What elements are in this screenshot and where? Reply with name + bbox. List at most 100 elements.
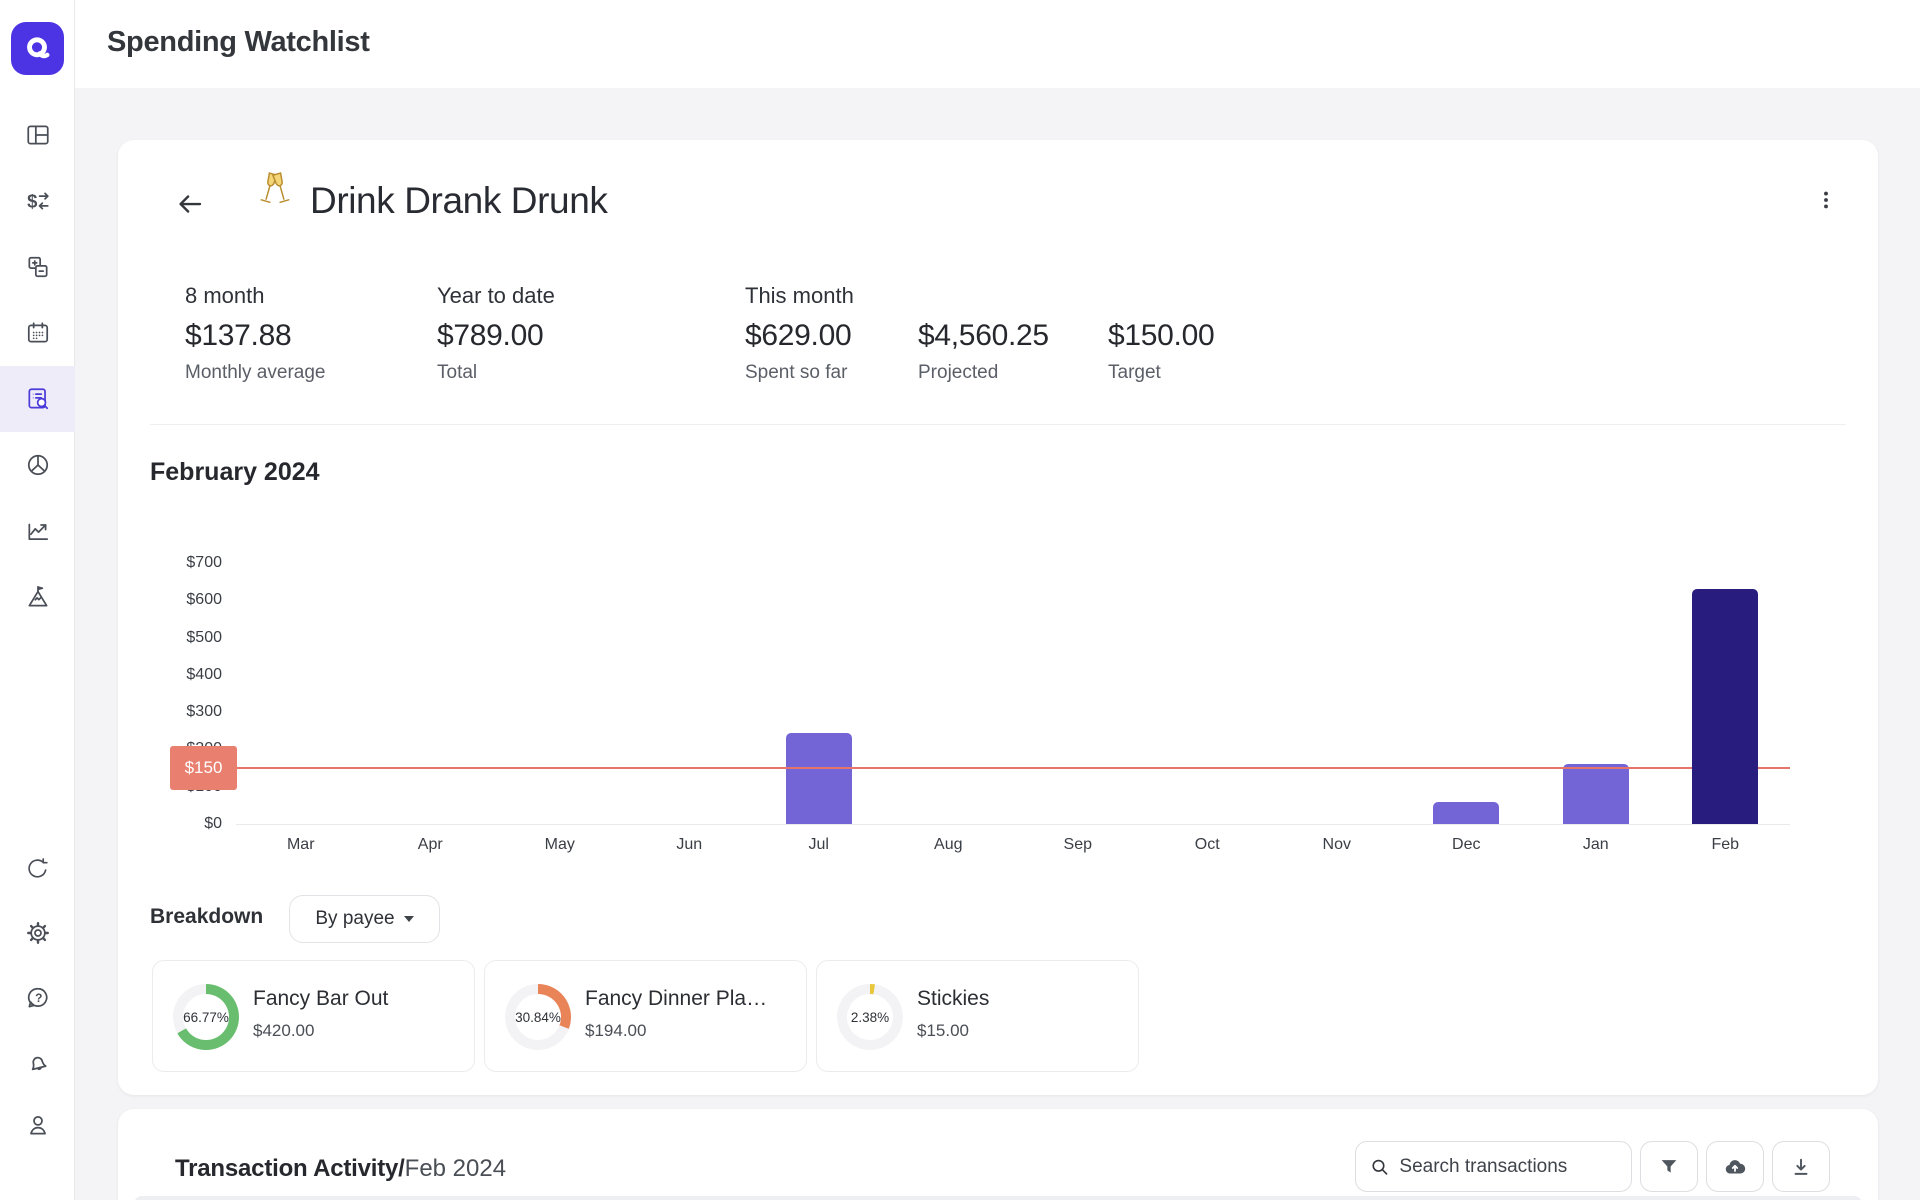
stat-label: Year to date xyxy=(437,283,555,313)
sidebar-item-watchlists[interactable] xyxy=(0,366,75,432)
stat-monthly-average: 8 month $137.88 Monthly average xyxy=(185,283,325,384)
page-title: Spending Watchlist xyxy=(107,26,370,59)
sidebar-item-trends[interactable] xyxy=(0,498,75,564)
sidebar-item-settings[interactable] xyxy=(0,900,75,966)
sidebar-item-dashboard[interactable] xyxy=(0,102,75,168)
bar-slot xyxy=(366,550,496,824)
stat-label xyxy=(1108,283,1214,313)
spending-chart: $150 MarAprMayJunJulAugSepOctNovDecJanFe… xyxy=(150,550,1846,870)
breakdown-selector[interactable]: By payee xyxy=(289,895,440,943)
simplifi-q-icon xyxy=(21,32,55,66)
bar-slot xyxy=(884,550,1014,824)
sidebar-item-calendar[interactable] xyxy=(0,300,75,366)
y-axis-tick: $500 xyxy=(150,629,222,647)
breakdown-card-stickies[interactable]: 2.38% Stickies $15.00 xyxy=(816,960,1139,1072)
transaction-activity-card: Transaction Activity/Feb 2024 xyxy=(118,1109,1878,1200)
stat-sub: Monthly average xyxy=(185,362,325,384)
divider xyxy=(150,424,1846,425)
app-logo[interactable] xyxy=(11,22,64,75)
bar-feb[interactable] xyxy=(1692,589,1758,824)
target-line xyxy=(236,767,1790,769)
sidebar-item-profile[interactable] xyxy=(0,1092,75,1158)
pie-chart-icon xyxy=(25,452,51,478)
month-label: Oct xyxy=(1143,836,1273,854)
chart-period-heading: February 2024 xyxy=(150,458,320,487)
filter-icon xyxy=(1658,1156,1680,1178)
stat-value: $4,560.25 xyxy=(918,319,1049,353)
month-label: Jun xyxy=(625,836,755,854)
accounts-icon xyxy=(25,254,51,280)
watchlist-detail-card: Drink Drank Drunk 8 month $137.88 Monthl… xyxy=(118,140,1878,1095)
bar-slot xyxy=(1272,550,1402,824)
bar-jul[interactable] xyxy=(786,733,852,824)
y-axis-tick: $700 xyxy=(150,554,222,572)
chart-baseline xyxy=(236,824,1790,825)
bar-slot xyxy=(1013,550,1143,824)
bar-slot xyxy=(754,550,884,824)
sidebar-item-refresh[interactable] xyxy=(0,835,75,901)
watchlist-title: Drink Drank Drunk xyxy=(310,180,608,222)
month-label: Sep xyxy=(1013,836,1143,854)
stat-sub: Target xyxy=(1108,362,1214,384)
sidebar-item-transactions[interactable]: $ xyxy=(0,168,75,234)
y-axis-tick: $600 xyxy=(150,591,222,609)
filter-button[interactable] xyxy=(1640,1141,1698,1192)
transaction-activity-title: Transaction Activity/Feb 2024 xyxy=(175,1155,506,1183)
payee-amount: $194.00 xyxy=(585,1021,646,1041)
search-transactions-input[interactable] xyxy=(1399,1156,1617,1178)
donut-percent: 30.84% xyxy=(505,984,571,1050)
stat-sub: Total xyxy=(437,362,555,384)
sidebar-item-pie-report[interactable] xyxy=(0,432,75,498)
breakdown-selector-value: By payee xyxy=(315,908,394,930)
breakdown-label: Breakdown xyxy=(150,905,263,929)
back-button[interactable] xyxy=(170,184,210,224)
bar-slot xyxy=(1661,550,1791,824)
svg-text:$: $ xyxy=(27,191,37,212)
month-label: Dec xyxy=(1402,836,1532,854)
search-transactions-box xyxy=(1355,1141,1632,1192)
more-options-button[interactable] xyxy=(1806,180,1846,220)
stat-value: $629.00 xyxy=(745,319,854,353)
watchlist-icon xyxy=(25,386,51,412)
bar-slot xyxy=(1402,550,1532,824)
sidebar-item-goals[interactable] xyxy=(0,564,75,630)
y-axis-tick: $300 xyxy=(150,703,222,721)
svg-text:?: ? xyxy=(35,991,42,1005)
month-label: Apr xyxy=(366,836,496,854)
trend-line-icon xyxy=(25,518,51,544)
month-label: Mar xyxy=(236,836,366,854)
calendar-icon xyxy=(25,320,51,346)
breakdown-cards: 66.77% Fancy Bar Out $420.00 30.84% Fanc… xyxy=(152,960,1139,1072)
bar-jan[interactable] xyxy=(1563,764,1629,824)
champagne-glasses-icon xyxy=(251,168,299,214)
dashboard-icon xyxy=(25,122,51,148)
payee-amount: $420.00 xyxy=(253,1021,314,1041)
sidebar-item-help[interactable]: ? xyxy=(0,965,75,1031)
y-axis-tick: $400 xyxy=(150,666,222,684)
transaction-activity-title-bold: Transaction Activity/ xyxy=(175,1155,405,1182)
download-button[interactable] xyxy=(1772,1141,1830,1192)
bar-dec[interactable] xyxy=(1433,802,1499,824)
mountain-flag-icon xyxy=(25,584,51,610)
donut-chart: 30.84% xyxy=(505,984,571,1050)
donut-percent: 66.77% xyxy=(173,984,239,1050)
sidebar: $ xyxy=(0,0,75,1200)
stat-sub: Spent so far xyxy=(745,362,854,384)
breakdown-card-fancy-bar-out[interactable]: 66.77% Fancy Bar Out $420.00 xyxy=(152,960,475,1072)
target-badge: $150 xyxy=(170,746,237,790)
upload-button[interactable] xyxy=(1706,1141,1764,1192)
stat-label: 8 month xyxy=(185,283,325,313)
payee-name: Fancy Dinner Pla… xyxy=(585,987,767,1011)
stat-sub: Projected xyxy=(918,362,1049,384)
payee-amount: $15.00 xyxy=(917,1021,969,1041)
month-label: Aug xyxy=(884,836,1014,854)
breakdown-card-fancy-dinner[interactable]: 30.84% Fancy Dinner Pla… $194.00 xyxy=(484,960,807,1072)
stat-value: $789.00 xyxy=(437,319,555,353)
month-label: Jul xyxy=(754,836,884,854)
stat-value: $150.00 xyxy=(1108,319,1214,353)
sidebar-item-notifications[interactable] xyxy=(0,1030,75,1096)
chart-month-labels: MarAprMayJunJulAugSepOctNovDecJanFeb xyxy=(236,836,1790,854)
chevron-down-icon xyxy=(404,916,414,922)
bar-slot xyxy=(1143,550,1273,824)
sidebar-item-accounts[interactable] xyxy=(0,234,75,300)
